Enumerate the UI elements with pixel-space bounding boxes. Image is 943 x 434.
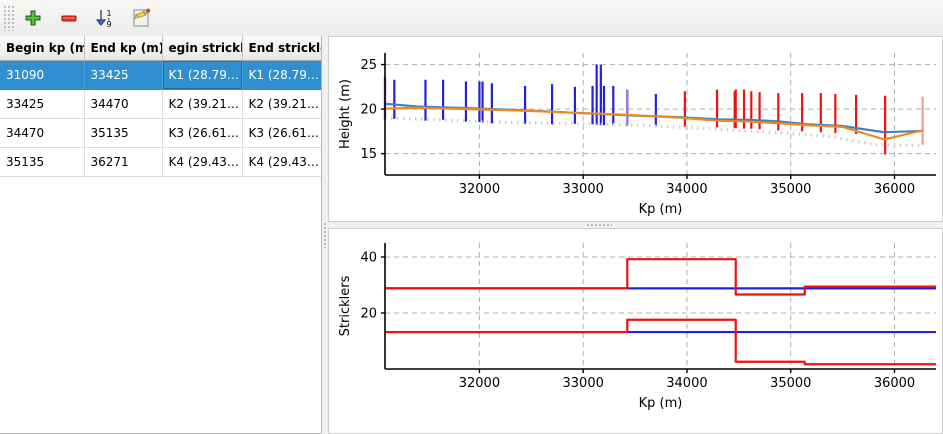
table-header-row: Begin kp (m) End kp (m) egin strickle En…: [0, 36, 321, 61]
svg-text:Height (m): Height (m): [338, 79, 353, 149]
charts-panel: 15 20 25 32000 33000 34000 35000 36000 Kp (m) Hei…: [328, 36, 943, 434]
sort-1-9-down-icon: 1 9: [96, 9, 112, 29]
cell-begin-kp[interactable]: 34470: [0, 118, 85, 148]
cell-end-kp[interactable]: 36271: [84, 147, 163, 177]
cell-end-kp[interactable]: 35135: [84, 118, 163, 148]
cell-begin-strickler[interactable]: K2 (39.21…: [162, 89, 243, 119]
cell-begin-strickler[interactable]: K1 (28.79…: [162, 60, 243, 90]
green-plus-icon: [25, 10, 41, 26]
remove-button[interactable]: [51, 2, 87, 34]
svg-text:36000: 36000: [874, 376, 915, 391]
stricklers-chart[interactable]: 20 40 32000 33000 34000 35000 36000 Kp (m) Stric…: [328, 228, 943, 434]
stricklers-svg: 20 40 32000 33000 34000 35000 36000 Kp (m) Stric…: [338, 243, 936, 411]
table-row[interactable]: 33425 34470 K2 (39.21… K2 (39.21…: [0, 89, 321, 119]
svg-text:25: 25: [360, 58, 377, 73]
edit-note-button[interactable]: [123, 2, 159, 34]
svg-text:32000: 32000: [459, 182, 500, 197]
cell-end-strickler[interactable]: K3 (26.61…: [242, 118, 321, 148]
vertical-splitter[interactable]: [322, 36, 328, 434]
svg-text:40: 40: [360, 251, 377, 266]
svg-text:34000: 34000: [666, 182, 707, 197]
svg-text:Kp (m): Kp (m): [639, 202, 683, 217]
cell-end-kp[interactable]: 33425: [84, 60, 163, 90]
height-profile-chart[interactable]: 15 20 25 32000 33000 34000 35000 36000 Kp (m) Hei…: [328, 36, 943, 222]
horizontal-splitter[interactable]: [328, 222, 943, 228]
cell-begin-kp[interactable]: 33425: [0, 89, 85, 119]
column-header-begin-strickler[interactable]: egin strickle: [162, 36, 243, 61]
svg-text:Kp (m): Kp (m): [639, 396, 683, 411]
svg-text:34000: 34000: [666, 376, 707, 391]
reaches-table[interactable]: Begin kp (m) End kp (m) egin strickle En…: [0, 36, 321, 177]
cell-end-strickler[interactable]: K2 (39.21…: [242, 89, 321, 119]
table-row[interactable]: 35135 36271 K4 (29.43… K4 (29.43…: [0, 147, 321, 177]
svg-text:32000: 32000: [459, 376, 500, 391]
svg-text:15: 15: [360, 147, 377, 162]
add-button[interactable]: [15, 2, 51, 34]
svg-text:20: 20: [360, 307, 377, 322]
table-row[interactable]: 34470 35135 K3 (26.61… K3 (26.61…: [0, 118, 321, 148]
sort-descending-button[interactable]: 1 9: [87, 2, 123, 34]
cell-end-strickler[interactable]: K1 (28.79…: [242, 60, 321, 90]
reaches-table-panel[interactable]: Begin kp (m) End kp (m) egin strickle En…: [0, 36, 322, 434]
column-header-end-strickler[interactable]: End strickler: [242, 36, 321, 61]
edit-note-icon: [133, 8, 151, 27]
svg-text:33000: 33000: [563, 182, 604, 197]
cell-begin-strickler[interactable]: K3 (26.61…: [162, 118, 243, 148]
svg-text:20: 20: [360, 103, 377, 118]
svg-text:Stricklers: Stricklers: [338, 275, 353, 336]
column-header-begin-kp[interactable]: Begin kp (m): [0, 36, 85, 61]
svg-text:35000: 35000: [770, 376, 811, 391]
toolbar-drag-handle[interactable]: [3, 5, 15, 31]
cell-begin-kp[interactable]: 35135: [0, 147, 85, 177]
toolbar: 1 9: [0, 0, 943, 37]
height-profile-svg: 15 20 25 32000 33000 34000 35000 36000 Kp (m) Hei…: [338, 53, 936, 217]
svg-text:1: 1: [107, 9, 112, 18]
cell-begin-strickler[interactable]: K4 (29.43…: [162, 147, 243, 177]
table-row[interactable]: 31090 33425 K1 (28.79… K1 (28.79…: [0, 60, 321, 90]
splitter-grip: [323, 222, 327, 248]
cell-end-kp[interactable]: 34470: [84, 89, 163, 119]
splitter-grip: [586, 223, 612, 227]
svg-text:9: 9: [107, 20, 112, 29]
red-minus-icon: [61, 15, 77, 22]
svg-text:33000: 33000: [563, 376, 604, 391]
svg-text:35000: 35000: [770, 182, 811, 197]
column-header-end-kp[interactable]: End kp (m): [84, 36, 163, 61]
svg-text:36000: 36000: [874, 182, 915, 197]
cell-end-strickler[interactable]: K4 (29.43…: [242, 147, 321, 177]
cell-begin-kp[interactable]: 31090: [0, 60, 85, 90]
